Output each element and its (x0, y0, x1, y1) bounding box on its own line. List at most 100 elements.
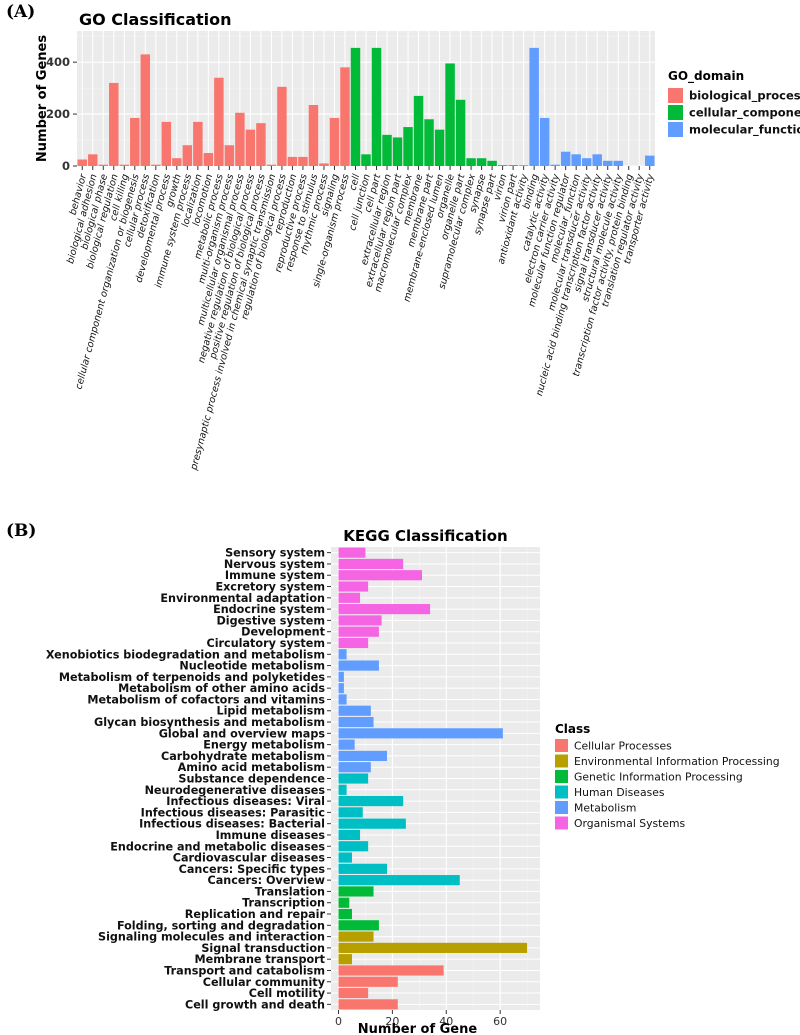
kegg-bar (338, 615, 382, 626)
kegg-bar (338, 852, 352, 863)
go-bar (581, 158, 592, 166)
go-bar (130, 117, 140, 166)
kegg-y-tick-label: Environmental adaptation (160, 592, 325, 605)
kegg-bar (338, 581, 369, 592)
go-bar (140, 54, 151, 166)
kegg-bar (338, 739, 355, 750)
kegg-y-tick-label: Energy metabolism (203, 739, 325, 752)
kegg-bar (338, 931, 374, 942)
go-bar (518, 165, 529, 166)
go-bar (287, 156, 298, 166)
panel-label-a: (A) (6, 2, 36, 22)
kegg-legend-key (555, 754, 568, 768)
go-bar (329, 117, 340, 166)
go-bar (319, 163, 329, 166)
kegg-bar (338, 660, 379, 671)
kegg-bar (338, 897, 350, 908)
kegg-y-tick-label: Cardiovascular diseases (173, 852, 326, 865)
go-bar (613, 160, 623, 166)
kegg-bar (338, 637, 369, 649)
go-bar (413, 95, 424, 166)
kegg-bar (338, 683, 344, 694)
go-bar (434, 129, 445, 166)
go-bar (266, 164, 277, 166)
go-bar (214, 77, 224, 166)
kegg-x-tick-label: 0 (335, 1015, 342, 1028)
kegg-bar (338, 694, 347, 705)
go-y-tick-label: 200 (46, 107, 70, 121)
kegg-bar (338, 570, 423, 581)
kegg-y-tick-label: Nucleotide metabolism (179, 660, 325, 673)
kegg-y-tick-label: Transcription (242, 897, 325, 910)
kegg-y-tick-label: Cellular community (203, 976, 326, 989)
panel-label-b: (B) (6, 521, 37, 541)
kegg-bar (338, 908, 352, 920)
go-bar (424, 119, 434, 166)
kegg-y-tick-label: Endocrine system (213, 603, 325, 616)
go-bar (77, 159, 87, 166)
go-bar (466, 158, 476, 166)
kegg-legend-label: Cellular Processes (574, 740, 672, 753)
go-legend-key (668, 122, 683, 137)
go-bar (392, 137, 403, 166)
kegg-bar (338, 728, 503, 739)
kegg-y-tick-label: Immune diseases (216, 829, 326, 842)
go-bar (182, 145, 193, 166)
kegg-legend-key (555, 816, 568, 830)
kegg-bar (338, 999, 398, 1010)
kegg-bar (338, 920, 379, 931)
kegg-y-tick-label: Transport and catabolism (164, 964, 325, 977)
kegg-legend-key (555, 770, 568, 783)
kegg-y-tick-label: Translation (255, 885, 325, 898)
kegg-x-axis-title: Number of Gene (358, 1022, 478, 1035)
kegg-bar (338, 592, 361, 603)
kegg-bar (338, 671, 344, 682)
kegg-legend-key (555, 801, 568, 814)
go-bar (371, 47, 382, 166)
kegg-y-tick-label: Xenobiotics biodegradation and metabolis… (46, 648, 325, 661)
kegg-y-tick-label: Signal transduction (201, 942, 325, 955)
kegg-y-tick-label: Metabolism of cofactors and vitamins (87, 693, 325, 706)
kegg-bar (338, 965, 444, 976)
kegg-y-tick-label: Replication and repair (185, 908, 326, 921)
go-bar (571, 154, 581, 166)
kegg-bar (338, 773, 369, 784)
go-bar (382, 134, 392, 166)
kegg-bar (338, 626, 379, 637)
kegg-y-tick-label: Endocrine and metabolic diseases (110, 840, 325, 853)
go-bar (602, 160, 613, 166)
kegg-legend-title: Class (555, 722, 590, 736)
kegg-bar (338, 875, 460, 886)
kegg-y-tick-label: Glycan biosynthesis and metabolism (94, 716, 325, 729)
kegg-y-tick-label: Neurodegenerative diseases (145, 784, 326, 797)
kegg-legend-label: Environmental Information Processing (574, 755, 780, 768)
kegg-y-tick-label: Substance dependence (178, 773, 325, 786)
go-bar (645, 155, 655, 166)
go-y-tick-label: 400 (46, 55, 70, 69)
kegg-y-tick-label: Lipid metabolism (216, 705, 325, 718)
kegg-y-tick-label: Amino acid metabolism (178, 761, 325, 774)
kegg-bar (338, 863, 387, 874)
go-bar (109, 82, 119, 166)
go-bar (308, 104, 319, 166)
kegg-y-tick-label: Cancers: Overview (208, 874, 325, 887)
kegg-bar (338, 818, 406, 829)
go-bar (350, 47, 361, 166)
go-bar (119, 164, 130, 166)
go-bar (539, 117, 550, 166)
kegg-x-tick-label: 40 (439, 1015, 453, 1028)
go-legend-label: biological_process (689, 89, 800, 104)
go-bar (476, 158, 487, 166)
go-chart-title: GO Classification (79, 10, 232, 29)
kegg-y-tick-label: Carbohydrate metabolism (161, 750, 325, 763)
kegg-y-tick-label: Excretory system (215, 581, 325, 594)
kegg-legend-label: Genetic Information Processing (574, 771, 743, 784)
kegg-legend-label: Organismal Systems (574, 817, 686, 830)
kegg-y-tick-label: Development (241, 626, 325, 639)
kegg-bar (338, 716, 374, 728)
kegg-legend-key (555, 785, 568, 799)
kegg-y-tick-label: Circulatory system (207, 637, 326, 650)
kegg-bar (338, 807, 363, 818)
kegg-bar (338, 987, 369, 999)
